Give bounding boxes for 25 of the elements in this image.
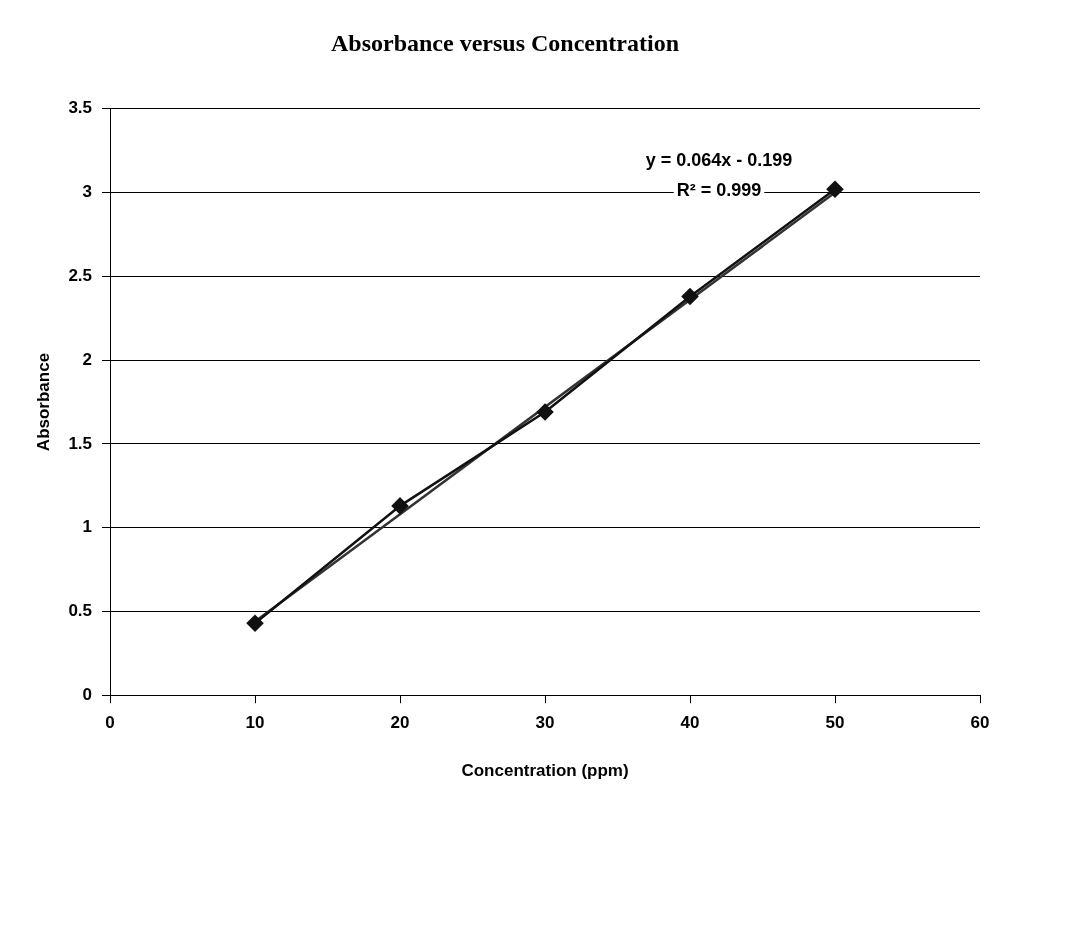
y-tick-label: 3.5 xyxy=(68,98,93,118)
point xyxy=(681,288,699,305)
y-tick-label: 1 xyxy=(82,517,93,537)
point xyxy=(536,403,554,421)
x-tick-label: 0 xyxy=(105,713,115,733)
point xyxy=(826,180,844,198)
y-axis-title: Absorbance xyxy=(33,352,53,452)
y-tick-label: 3 xyxy=(82,182,93,202)
annotation: R² = 0.999 xyxy=(676,179,762,200)
annotation: y = 0.064x - 0.199 xyxy=(645,149,793,170)
y-tick-label: 0 xyxy=(82,684,93,704)
x-tick-label: 10 xyxy=(245,713,265,733)
chart-title: Absorbance versus Concentration xyxy=(331,29,679,56)
point xyxy=(391,497,409,515)
y-tick-label: 0.5 xyxy=(68,601,93,621)
x-tick-label: 60 xyxy=(970,713,990,733)
x-tick-label: 50 xyxy=(825,713,845,733)
x-axis-title: Concentration (ppm) xyxy=(461,761,629,781)
point xyxy=(246,614,264,632)
y-tick-label: 1.5 xyxy=(68,433,93,453)
y-tick-label: 2 xyxy=(82,349,93,369)
x-tick-label: 40 xyxy=(680,713,700,733)
x-tick-label: 20 xyxy=(390,713,410,733)
y-tick-label: 2.5 xyxy=(68,266,93,286)
x-tick-label: 30 xyxy=(535,713,555,733)
